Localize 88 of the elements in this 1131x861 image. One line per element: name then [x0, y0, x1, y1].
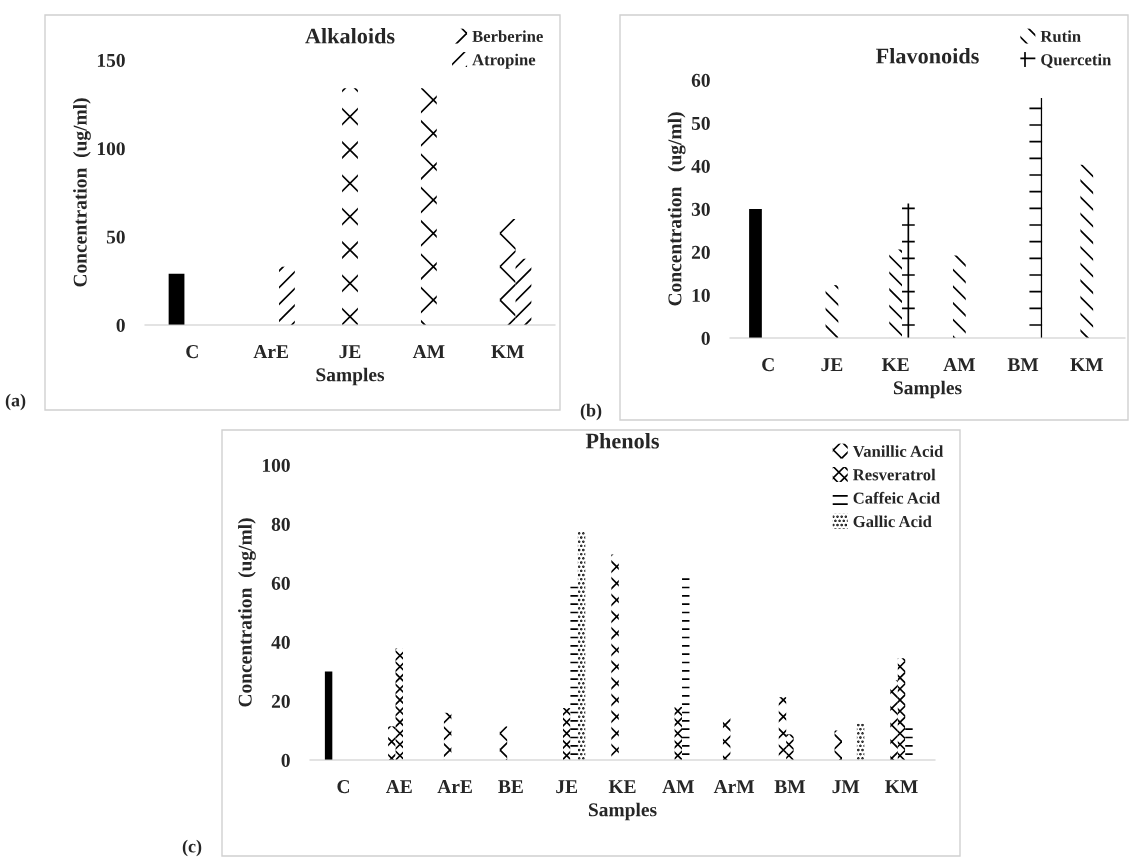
y-tick-label: 20 [271, 694, 290, 708]
x-tick-label: AE [385, 780, 412, 793]
y-tick-label: 20 [691, 245, 710, 259]
x-tick-label: ArE [253, 345, 288, 358]
x-tick-label: BM [774, 780, 806, 793]
x-tick-label: JM [832, 780, 860, 794]
bar [856, 723, 865, 760]
x-tick-label: KE [881, 358, 909, 371]
y-tick-label: 100 [97, 142, 125, 156]
legend-label: Resveratrol [853, 468, 936, 481]
bar [611, 554, 619, 760]
text: (a) [5, 393, 26, 411]
y-axis-title: Concentration (ug/ml) [73, 98, 91, 287]
bar [722, 716, 731, 760]
bar [342, 88, 358, 325]
legend-label: Atropine [472, 53, 536, 69]
bar [499, 726, 508, 760]
y-tick-label: 30 [691, 202, 710, 216]
bar [889, 249, 903, 338]
y-tick-label: 60 [271, 576, 290, 590]
bar [897, 658, 906, 760]
x-tick-label: C [762, 358, 774, 372]
bar [1029, 98, 1043, 338]
y-axis-title: Concentration (ug/ml) [667, 112, 686, 306]
x-tick-label: KM [491, 345, 524, 358]
bar [786, 734, 794, 760]
x-tick-label: BM [1007, 358, 1039, 371]
y-tick-label: 10 [692, 288, 710, 302]
bar [570, 583, 578, 760]
bar [778, 697, 787, 760]
y-tick-label: 80 [271, 517, 290, 531]
x-tick-label: C [186, 345, 198, 359]
legend-label: Caffeic Acid [853, 491, 941, 504]
y-tick-label: 60 [691, 73, 710, 87]
legend-label: Gallic Acid [853, 515, 932, 528]
bar [388, 726, 396, 760]
bar [952, 255, 966, 338]
y-tick-label: 100 [262, 458, 290, 472]
bar [749, 209, 762, 338]
x-tick-label: JE [821, 358, 843, 372]
legend-label: Berberine [472, 30, 543, 42]
x-tick-label: JE [339, 345, 361, 359]
chart-title: Phenols [585, 432, 659, 449]
bar [515, 258, 532, 325]
y-tick-label: 0 [116, 318, 125, 332]
x-tick-label: JE [556, 780, 578, 794]
bar [562, 708, 571, 760]
x-tick-label: KM [885, 780, 918, 793]
bar [324, 671, 333, 760]
x-tick-label: AM [943, 358, 975, 371]
x-tick-label: AM [662, 780, 694, 793]
bar [674, 706, 683, 760]
y-tick-label: 0 [281, 753, 290, 767]
x-tick-label: BE [498, 780, 523, 793]
bar [1080, 164, 1094, 338]
bar [420, 88, 437, 325]
y-tick-label: 150 [97, 53, 125, 67]
x-tick-label: ArE [437, 780, 472, 793]
bar [499, 219, 516, 325]
text: (b) [580, 403, 602, 421]
legend-label: Vanillic Acid [852, 445, 944, 458]
x-axis-title: Samples [316, 367, 385, 386]
y-tick-label: 50 [691, 116, 710, 130]
text: (c) [182, 839, 202, 857]
x-tick-label: ArM [713, 780, 755, 793]
bar [443, 712, 452, 760]
bar [395, 648, 404, 760]
y-tick-label: 40 [271, 635, 290, 649]
x-axis-title: Samples [893, 380, 962, 399]
x-tick-label: AM [412, 345, 445, 358]
y-tick-label: 50 [106, 230, 125, 244]
bar [279, 266, 295, 325]
x-tick-label: C [337, 780, 350, 794]
legend-label: Rutin [1040, 30, 1081, 43]
bar [902, 203, 915, 338]
chart-title: Alkaloids [305, 27, 395, 44]
bar [577, 531, 586, 760]
bar [825, 285, 839, 338]
x-tick-label: KM [1070, 358, 1103, 371]
y-tick-label: 40 [691, 159, 710, 173]
chart-title: Flavonoids [876, 47, 979, 64]
x-axis-title: Samples [588, 802, 657, 821]
bar [890, 680, 898, 760]
legend-label: Quercetin [1041, 53, 1112, 68]
bar [168, 273, 185, 325]
y-axis-title: Concentration (ug/ml) [238, 518, 256, 707]
x-tick-label: KE [608, 780, 636, 793]
y-tick-label: 0 [701, 331, 710, 345]
